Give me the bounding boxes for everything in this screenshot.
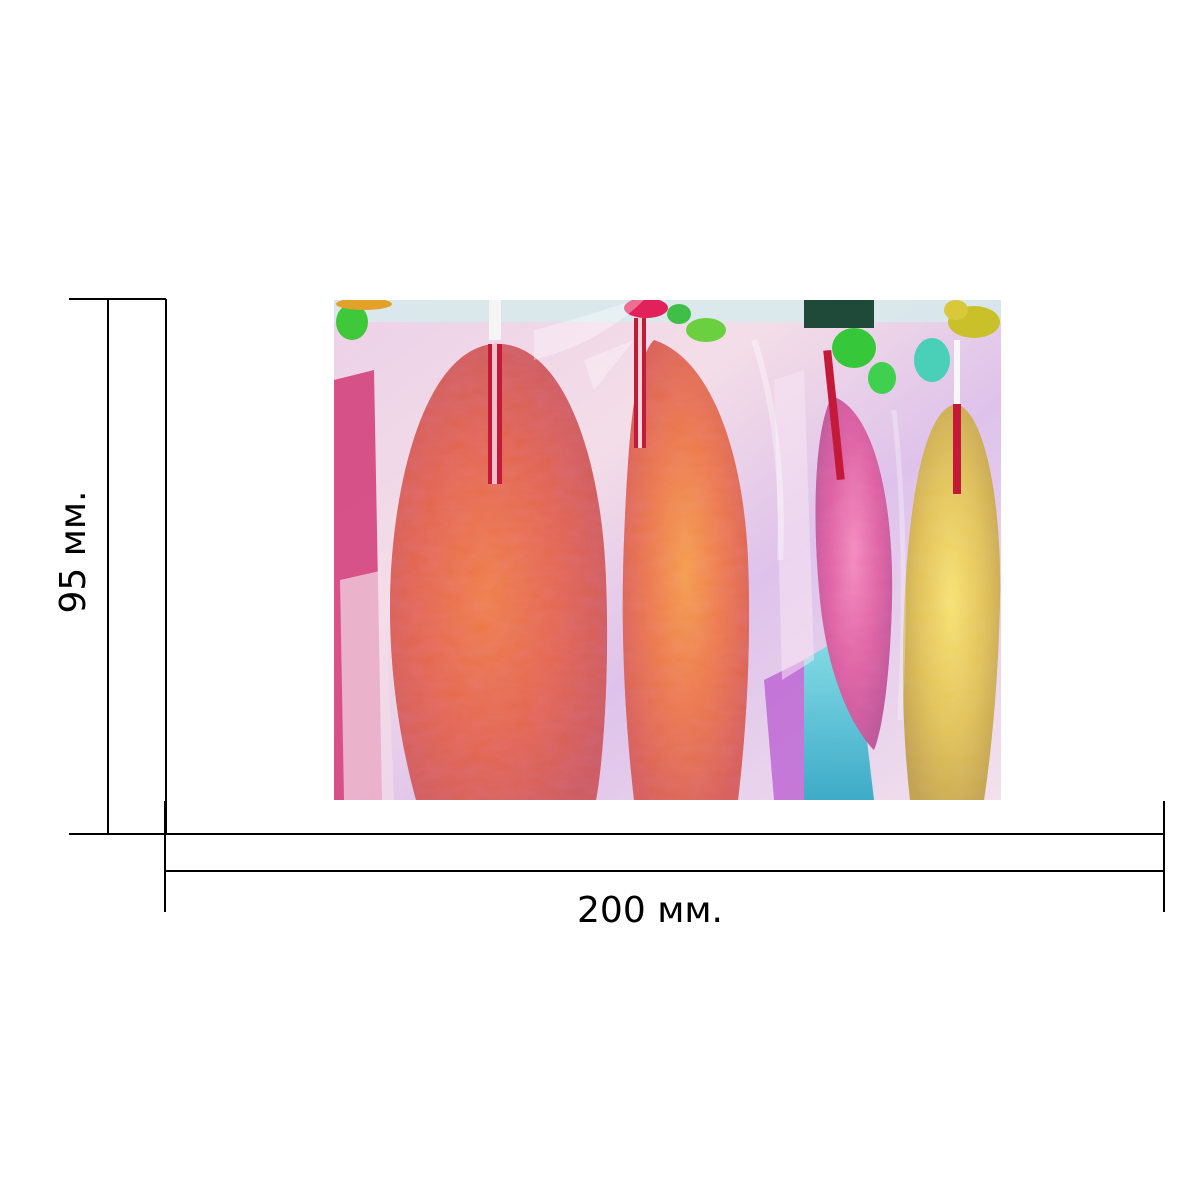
product-photo bbox=[334, 300, 1001, 800]
foil-feathers-image bbox=[334, 300, 1001, 800]
height-label: 95 мм. bbox=[53, 490, 94, 614]
width-label: 200 мм. bbox=[577, 890, 723, 931]
